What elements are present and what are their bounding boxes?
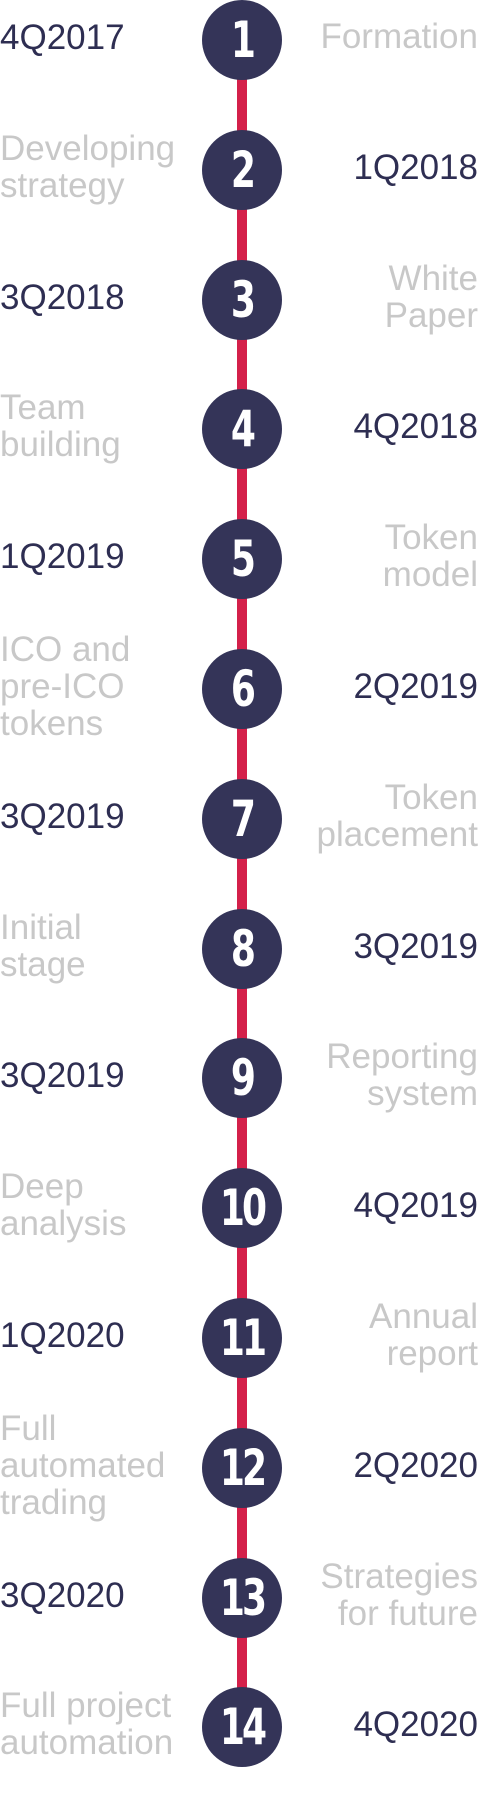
milestone-date: 1Q2020 [0, 1316, 125, 1355]
milestone-row: 1 4Q2017 Formation [0, 0, 480, 130]
milestone-number: 8 [230, 919, 256, 978]
milestone-number: 3 [230, 270, 256, 329]
milestone-number: 2 [230, 140, 256, 199]
milestone-label: White Paper [384, 258, 478, 335]
milestone-date: 1Q2018 [353, 147, 478, 187]
milestone-node: 5 [202, 519, 282, 600]
milestone-label: Initial stage [0, 907, 86, 984]
milestone-node: 7 [202, 778, 282, 859]
milestone-node: 9 [202, 1038, 282, 1119]
milestone-row: 7 3Q2019 Token placement [0, 777, 480, 909]
milestone-date: 3Q2019 [353, 926, 478, 966]
milestone-number: 9 [230, 1049, 256, 1108]
milestone-row: 5 1Q2019 Token model [0, 519, 480, 649]
milestone-node: 12 [202, 1427, 282, 1508]
milestone-row: 3 3Q2018 White Paper [0, 258, 480, 390]
milestone-number: 12 [219, 1438, 267, 1497]
timeline-line [237, 40, 247, 1728]
milestone-number: 4 [230, 400, 256, 459]
milestone-number: 14 [219, 1698, 267, 1757]
milestone-number: 10 [219, 1179, 267, 1238]
milestone-date: 3Q2019 [0, 1056, 125, 1096]
milestone-row: 6 2Q2019 ICO and pre-ICO tokens [0, 631, 480, 779]
milestone-number: 13 [219, 1568, 267, 1627]
milestone-node: 1 [202, 0, 282, 80]
milestone-row: 4 4Q2018 Team building [0, 389, 480, 519]
milestone-row: 11 1Q2020 Annual report [0, 1298, 480, 1428]
milestone-label: Team building [0, 388, 121, 465]
milestone-node: 13 [202, 1557, 282, 1638]
milestone-label: Token placement [316, 777, 478, 854]
milestone-date: 2Q2019 [353, 667, 478, 706]
milestone-date: 4Q2020 [353, 1705, 478, 1745]
milestone-label: Full project automation [0, 1686, 174, 1763]
milestone-label: Developing strategy [0, 128, 176, 205]
milestone-row: 8 3Q2019 Initial stage [0, 907, 480, 1039]
milestone-label: Formation [320, 17, 478, 56]
milestone-label: ICO and pre-ICO tokens [0, 630, 131, 743]
milestone-label: Annual report [369, 1297, 478, 1373]
milestone-node: 8 [202, 908, 282, 989]
milestone-date: 4Q2017 [0, 18, 125, 57]
milestone-node: 14 [202, 1687, 282, 1768]
milestone-number: 11 [219, 1309, 267, 1367]
milestone-node: 3 [202, 259, 282, 340]
milestone-date: 4Q2018 [353, 407, 478, 447]
milestone-node: 4 [202, 389, 282, 470]
milestone-row: 2 1Q2018 Developing strategy [0, 128, 480, 260]
milestone-date: 3Q2019 [0, 796, 125, 836]
milestone-date: 2Q2020 [353, 1445, 478, 1485]
milestone-node: 10 [202, 1168, 282, 1249]
milestone-label: Full automated trading [0, 1408, 166, 1522]
milestone-number: 1 [230, 11, 256, 69]
milestone-number: 5 [230, 530, 256, 589]
milestone-row: 10 4Q2019 Deep analysis [0, 1168, 480, 1298]
milestone-date: 3Q2018 [0, 277, 125, 317]
milestone-number: 6 [230, 660, 256, 718]
milestone-number: 7 [230, 789, 256, 848]
milestone-label: Token model [382, 518, 478, 595]
milestone-row: 14 4Q2020 Full project automation [0, 1687, 480, 1817]
milestone-node: 6 [202, 649, 282, 729]
milestone-label: Deep analysis [0, 1167, 127, 1244]
milestone-node: 11 [202, 1298, 282, 1378]
milestone-row: 13 3Q2020 Strategies for future [0, 1556, 480, 1688]
milestone-label: Strategies for future [320, 1556, 478, 1633]
milestone-row: 9 3Q2019 Reporting system [0, 1038, 480, 1168]
milestone-label: Reporting system [326, 1037, 478, 1114]
milestone-date: 4Q2019 [353, 1186, 478, 1226]
milestone-row: 12 2Q2020 Full automated trading [0, 1410, 480, 1558]
milestone-date: 3Q2020 [0, 1575, 125, 1615]
milestone-node: 2 [202, 129, 282, 210]
milestone-date: 1Q2019 [0, 537, 125, 577]
